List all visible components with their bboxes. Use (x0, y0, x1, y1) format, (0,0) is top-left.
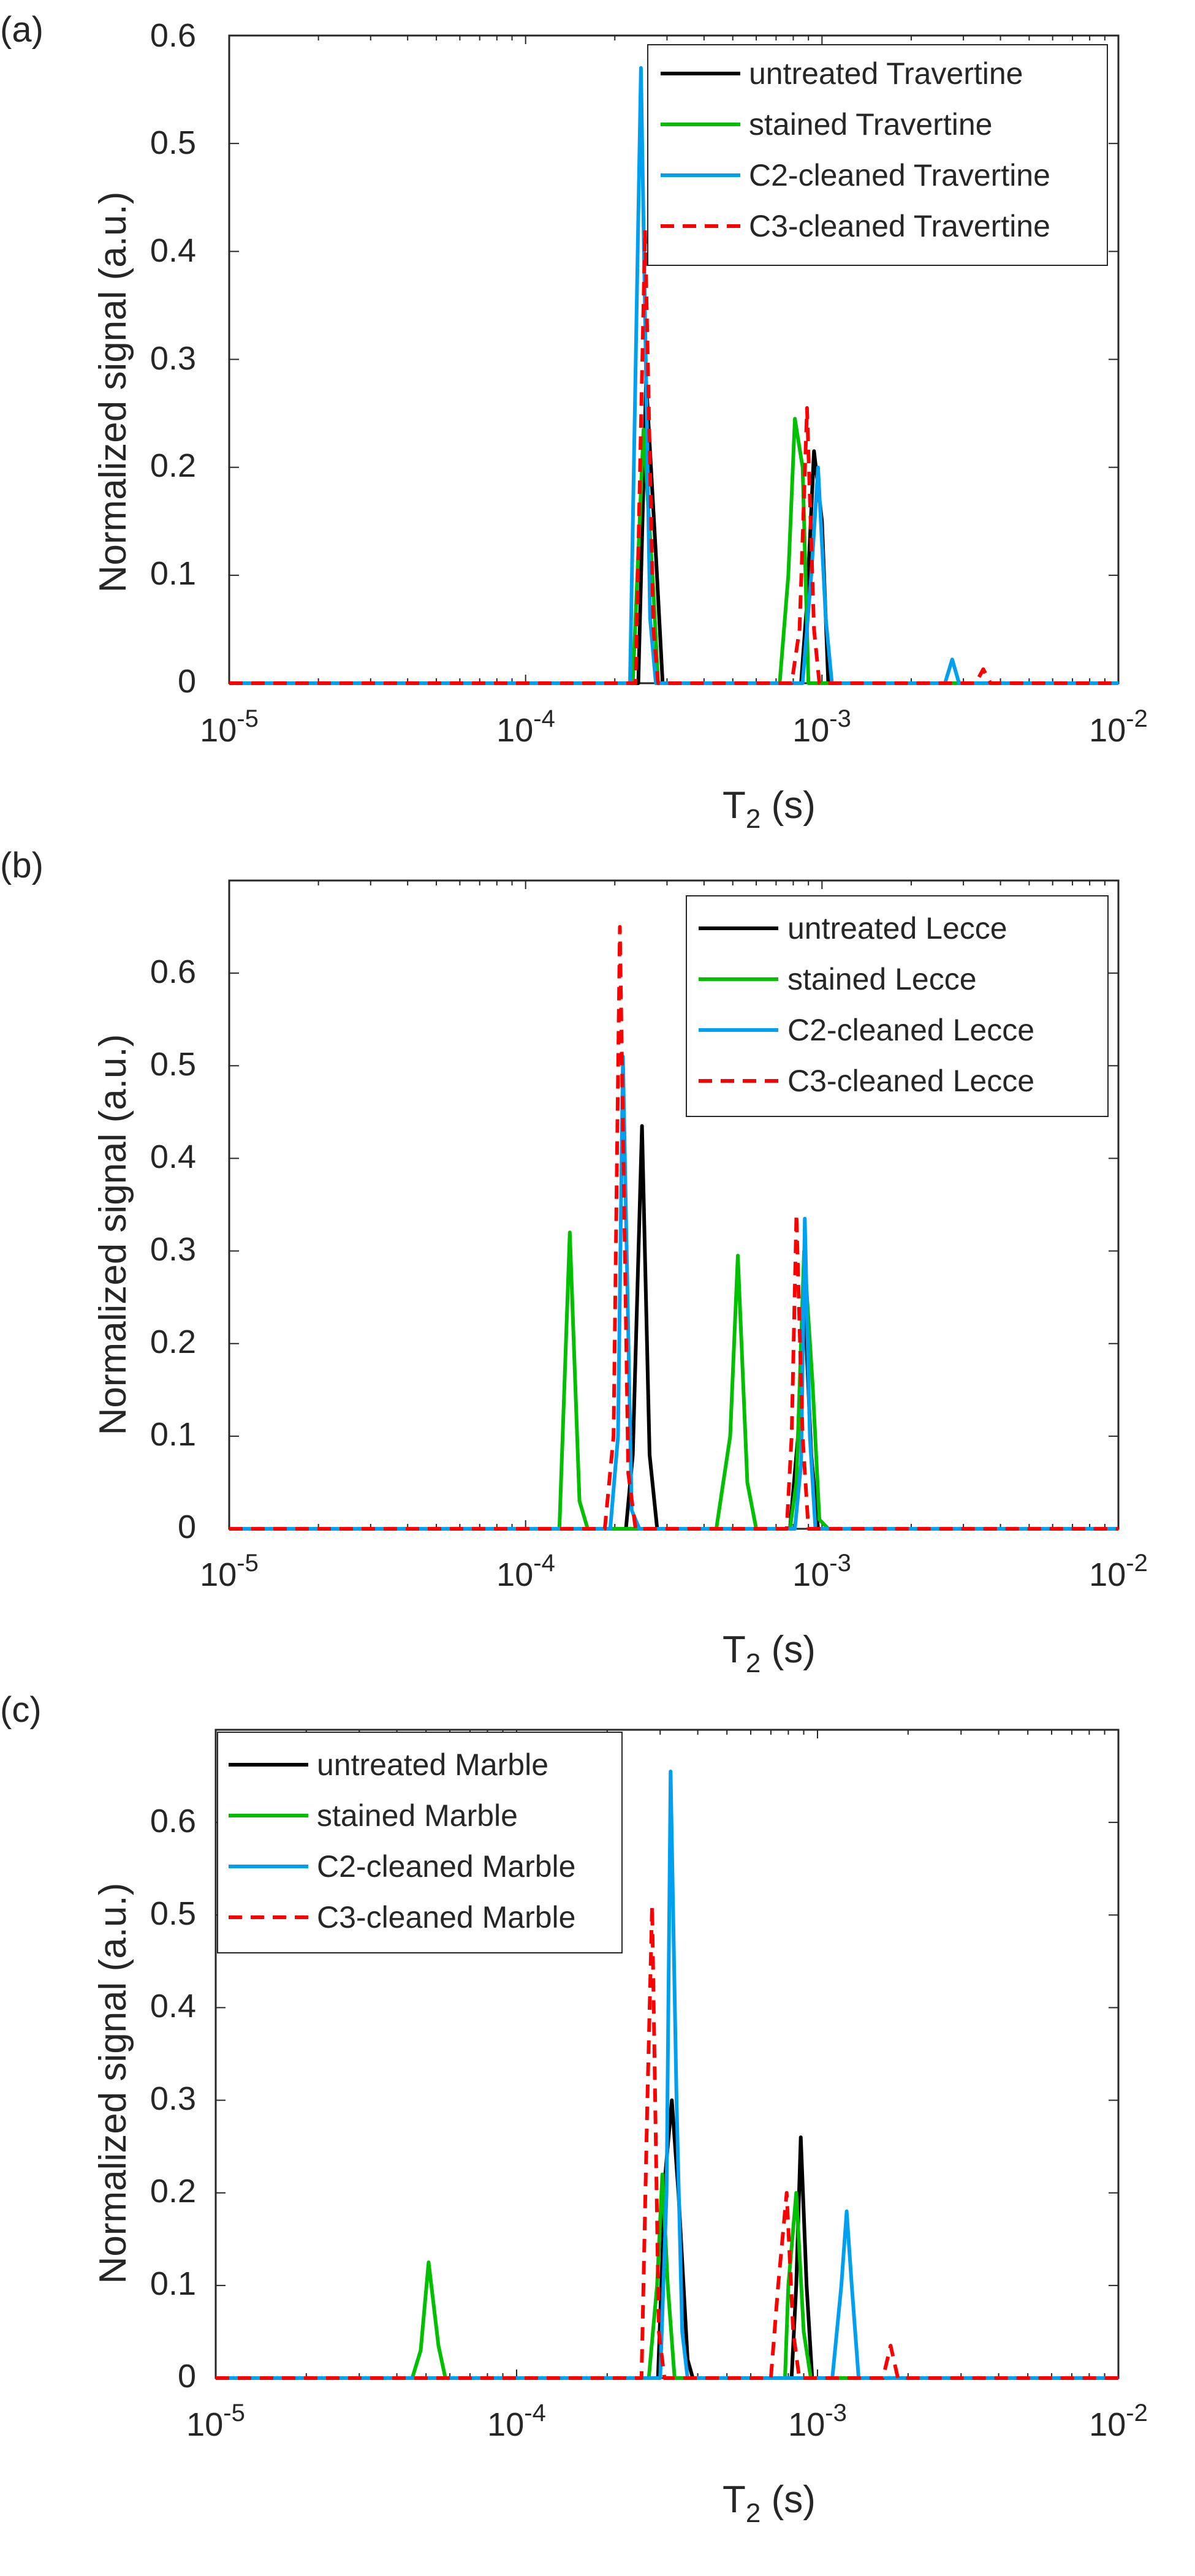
y-tick-labels-b: 0 0.1 0.2 0.3 0.4 0.5 0.6 (150, 953, 196, 1545)
y-tick-label-b-5: 0.5 (150, 1046, 196, 1083)
x-tick-label-a-2: 10-3 (792, 705, 851, 749)
y-tick-label-b-3: 0.3 (150, 1231, 196, 1268)
legend-label-a-0: untreated Travertine (749, 56, 1023, 91)
series-line-b-c2-cleaned-lecce (229, 1055, 1118, 1531)
x-tick-label-c-3: 10-2 (1089, 2400, 1148, 2443)
y-tick-label-a-5: 0.5 (150, 124, 196, 161)
legend-label-b-2: C2-cleaned Lecce (787, 1013, 1034, 1047)
y-tick-label-a-4: 0.4 (150, 232, 196, 269)
y-tick-label-b-1: 0.1 (150, 1416, 196, 1453)
y-tick-label-c-6: 0.6 (150, 1803, 196, 1839)
y-tick-label-b-4: 0.4 (150, 1138, 196, 1175)
y-tick-label-a-1: 0.1 (150, 555, 196, 592)
y-tick-label-c-2: 0.2 (150, 2173, 196, 2210)
x-tick-labels-b: 10-5 10-4 10-3 10-2 (200, 1550, 1148, 1593)
y-tick-label-b-6: 0.6 (150, 953, 196, 990)
legend-label-a-3: C3-cleaned Travertine (749, 209, 1050, 243)
x-tick-label-b-0: 10-5 (200, 1550, 259, 1593)
series-line-b-c3-cleaned-lecce (229, 925, 1118, 1531)
panel-a: (a) Normalized signal (a.u.) T2 (s) 0 0.… (0, 10, 1148, 834)
series-line-a-stained-travertine (229, 417, 1118, 685)
legend-label-c-2: C2-cleaned Marble (317, 1849, 575, 1884)
x-tick-label-b-2: 10-3 (792, 1550, 851, 1593)
x-tick-labels-a: 10-5 10-4 10-3 10-2 (200, 705, 1148, 749)
y-tick-labels-c: 0 0.1 0.2 0.3 0.4 0.5 0.6 (150, 1803, 196, 2395)
legend-label-b-1: stained Lecce (787, 962, 977, 996)
legend-label-b-3: C3-cleaned Lecce (787, 1064, 1034, 1098)
legend-label-a-1: stained Travertine (749, 107, 992, 142)
panel-label-a: (a) (0, 10, 44, 50)
x-tick-label-a-1: 10-4 (496, 705, 555, 749)
y-tick-label-b-0: 0 (178, 1509, 196, 1545)
x-axis-title-main-b: T (723, 1629, 746, 1671)
y-tick-label-c-4: 0.4 (150, 1988, 196, 2025)
tick-marks-a (229, 35, 1119, 684)
legend-label-c-0: untreated Marble (317, 1748, 548, 1782)
y-axis-title-b: Normalized signal (a.u.) (92, 1034, 134, 1436)
x-tick-label-c-0: 10-5 (186, 2400, 245, 2443)
x-axis-title-sub-b: 2 (746, 1648, 761, 1678)
series-line-b-stained-lecce (229, 1230, 1118, 1531)
x-axis-title-main-c: T (723, 2479, 746, 2521)
y-axis-title-a: Normalized signal (a.u.) (92, 192, 134, 593)
x-axis-title-unit-a: (s) (761, 784, 816, 827)
y-tick-label-a-3: 0.3 (150, 340, 196, 377)
y-tick-labels-a: 0 0.1 0.2 0.3 0.4 0.5 0.6 (150, 17, 196, 700)
plot-area-a (229, 35, 1119, 685)
plot-area-b (229, 881, 1119, 1531)
y-tick-label-b-2: 0.2 (150, 1324, 196, 1360)
x-tick-label-c-1: 10-4 (487, 2400, 546, 2443)
legend-label-c-1: stained Marble (317, 1798, 518, 1833)
x-axis-title-unit-c: (s) (761, 2479, 816, 2521)
panel-label-c: (c) (0, 1690, 42, 1730)
legend-label-c-3: C3-cleaned Marble (317, 1900, 575, 1934)
series-line-c-stained-marble (216, 2172, 1118, 2380)
legend-label-a-2: C2-cleaned Travertine (749, 158, 1050, 192)
y-tick-label-c-1: 0.1 (150, 2265, 196, 2302)
y-tick-label-a-2: 0.2 (150, 447, 196, 484)
series-line-a-c2-cleaned-travertine (229, 66, 1118, 685)
x-axis-title-b: T2 (s) (723, 1629, 816, 1678)
x-axis-title-sub-c: 2 (746, 2498, 761, 2528)
x-axis-title-unit-b: (s) (761, 1629, 816, 1671)
legend-b: untreated Lecce stained Lecce C2-cleaned… (686, 895, 1109, 1117)
x-tick-label-a-0: 10-5 (200, 705, 259, 749)
y-axis-title-c: Normalized signal (a.u.) (92, 1883, 134, 2284)
x-axis-title-sub-a: 2 (746, 804, 761, 834)
x-axis-title-main-a: T (723, 784, 746, 827)
series-line-a-c3-cleaned-travertine (229, 228, 1118, 685)
legend-box-b (686, 895, 1109, 1117)
x-tick-labels-c: 10-5 10-4 10-3 10-2 (186, 2400, 1148, 2443)
x-axis-title-c: T2 (s) (723, 2479, 816, 2528)
plot-area-c (215, 1730, 1119, 2380)
legend-label-b-0: untreated Lecce (787, 911, 1007, 945)
series-line-b-untreated-lecce (229, 1124, 1118, 1531)
legend-c: untreated Marble stained Marble C2-clean… (217, 1732, 623, 1953)
y-tick-label-c-5: 0.5 (150, 1895, 196, 1932)
y-tick-label-c-3: 0.3 (150, 2080, 196, 2117)
panel-c: (c) Normalized signal (a.u.) T2 (s) 0 0.… (0, 1690, 1148, 2528)
legend-a: untreated Travertine stained Travertine … (647, 44, 1108, 266)
x-tick-label-a-3: 10-2 (1089, 705, 1148, 749)
panel-label-b: (b) (0, 846, 44, 885)
x-tick-label-b-1: 10-4 (496, 1550, 555, 1593)
x-tick-label-c-2: 10-3 (788, 2400, 847, 2443)
x-tick-label-b-3: 10-2 (1089, 1550, 1148, 1593)
x-axis-title-a: T2 (s) (723, 784, 816, 834)
series-line-a-untreated-travertine (229, 379, 1118, 685)
panel-b: (b) Normalized signal (a.u.) T2 (s) 0 0.… (0, 846, 1148, 1678)
y-tick-label-a-6: 0.6 (150, 17, 196, 54)
series-line-c-c3-cleaned-marble (216, 1904, 1118, 2380)
legend-box-a (647, 44, 1108, 266)
y-tick-label-a-0: 0 (178, 663, 196, 700)
y-tick-label-c-0: 0 (178, 2358, 196, 2395)
